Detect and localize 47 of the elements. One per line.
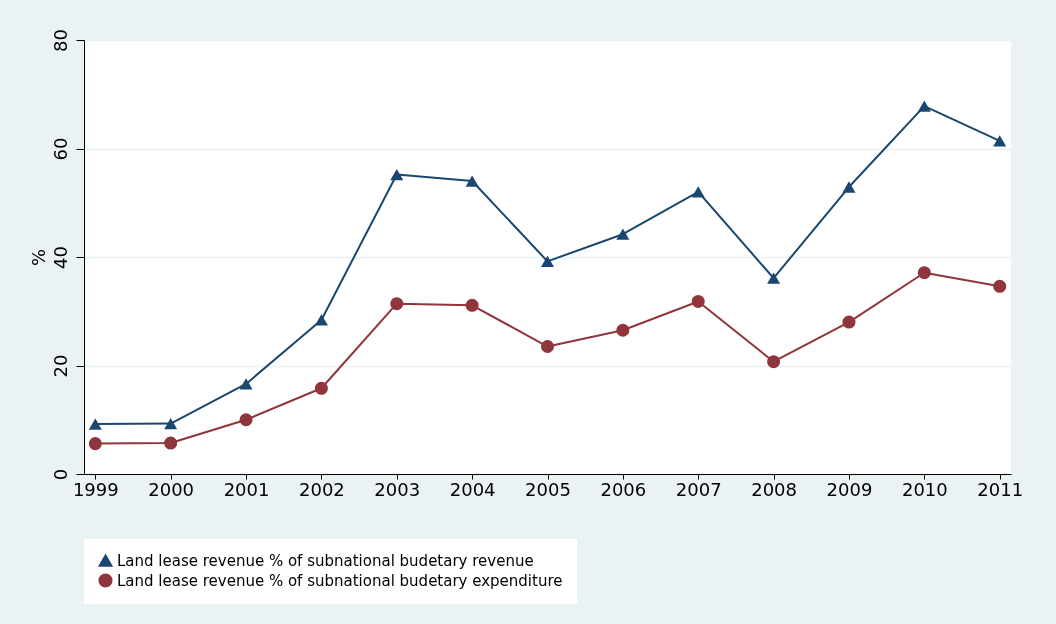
x-tick-label: 2001 xyxy=(223,478,270,500)
point xyxy=(767,355,781,369)
x-tick-label: 2010 xyxy=(901,478,948,500)
point xyxy=(239,413,253,427)
point xyxy=(691,186,705,198)
point xyxy=(314,381,328,395)
y-tick-label: 80 xyxy=(49,29,71,52)
point xyxy=(239,378,253,390)
point xyxy=(465,175,479,187)
x-tick-label: 2006 xyxy=(600,478,647,500)
point xyxy=(390,297,404,311)
x-tick-label: 2003 xyxy=(374,478,421,500)
point xyxy=(465,298,479,312)
point xyxy=(917,100,931,112)
y-tick-label: 20 xyxy=(49,354,71,378)
point xyxy=(616,228,630,240)
x-tick-label: 1999 xyxy=(72,478,119,500)
legend-label: Land lease revenue % of subnational budetary revenue xyxy=(117,551,534,570)
x-tick-label: 2004 xyxy=(449,478,496,500)
point xyxy=(691,294,705,308)
y-tick-label: 60 xyxy=(49,137,71,161)
point xyxy=(164,417,178,430)
point xyxy=(993,279,1007,293)
point xyxy=(540,340,555,354)
point xyxy=(314,314,328,326)
legend-label: Land lease revenue % of subnational budetary expenditure xyxy=(117,571,563,590)
x-tick-label: 2005 xyxy=(525,478,571,500)
point xyxy=(993,135,1007,147)
x-tick-label: 2002 xyxy=(299,478,345,500)
point xyxy=(540,255,555,267)
point xyxy=(88,437,102,451)
x-tick-label: 2007 xyxy=(675,478,722,500)
x-tick-label: 2011 xyxy=(977,478,1024,500)
point xyxy=(767,272,781,284)
point xyxy=(164,436,178,450)
point xyxy=(88,418,102,430)
y-tick-label: 0 xyxy=(49,468,71,481)
point xyxy=(390,168,404,181)
point xyxy=(842,181,856,193)
x-tick-label: 2009 xyxy=(826,478,873,500)
y-axis-title: % xyxy=(27,248,49,267)
point xyxy=(616,323,630,337)
point xyxy=(917,266,931,280)
x-tick-label: 2000 xyxy=(148,478,195,500)
x-tick-label: 2008 xyxy=(751,478,797,500)
point xyxy=(842,315,856,329)
y-tick-label: 40 xyxy=(49,246,71,269)
